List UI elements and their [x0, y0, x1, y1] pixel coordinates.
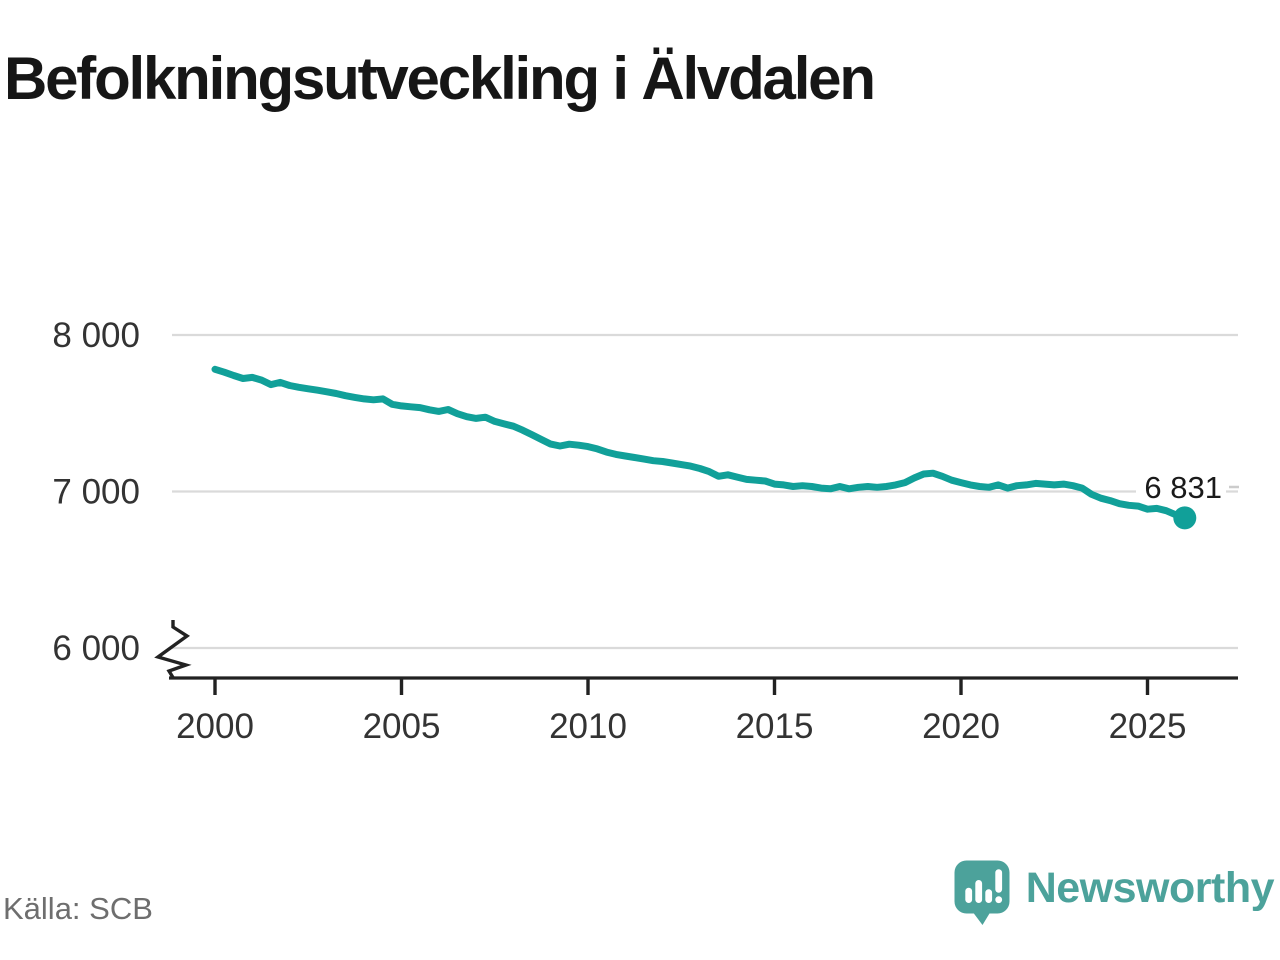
- gridlines-group: 8 000 7 000 6 000: [52, 316, 1238, 668]
- x-tick-label-2: 2010: [549, 707, 627, 746]
- newsworthy-wordmark: Newsworthy: [1025, 864, 1275, 912]
- annotation-group: 6 831: [1144, 470, 1239, 530]
- y-axis-break-icon: [154, 620, 192, 679]
- bar-glyph-1: [965, 887, 972, 903]
- exclamation-dot-glyph: [995, 896, 1002, 904]
- y-tick-label-1: 7 000: [52, 473, 140, 512]
- axes-group: 2000 2005 2010 2015 2020 2025: [154, 620, 1238, 746]
- series-group: [211, 365, 1189, 522]
- badge-bubble-tail: [971, 911, 991, 925]
- newsworthy-badge-icon: [954, 860, 1010, 925]
- x-tick-label-1: 2005: [363, 707, 441, 746]
- end-value-label: 6 831: [1144, 470, 1222, 505]
- y-tick-label-0: 8 000: [52, 316, 140, 355]
- label-halo-group: [1136, 471, 1226, 503]
- population-series-line: [211, 365, 1189, 522]
- end-point-dot: [1173, 506, 1197, 530]
- newsworthy-logo: Newsworthy: [954, 860, 1275, 928]
- x-tick-label-5: 2025: [1109, 707, 1187, 746]
- x-tick-label-3: 2015: [736, 707, 814, 746]
- x-tick-label-4: 2020: [922, 707, 1000, 746]
- exclamation-bar-glyph: [995, 869, 1002, 893]
- page-title: Befolkningsutveckling i Älvdalen: [4, 45, 876, 112]
- x-tick-label-0: 2000: [176, 707, 254, 746]
- source-note: Källa: SCB: [3, 891, 153, 926]
- bar-glyph-2: [975, 880, 982, 903]
- population-line-chart: 8 000 7 000 6 000 2000 2005 2010 2015 2020 2025…: [52, 316, 1239, 746]
- end-label-halo: [1136, 471, 1226, 503]
- bar-glyph-3: [985, 889, 992, 903]
- y-tick-label-2: 6 000: [52, 629, 140, 668]
